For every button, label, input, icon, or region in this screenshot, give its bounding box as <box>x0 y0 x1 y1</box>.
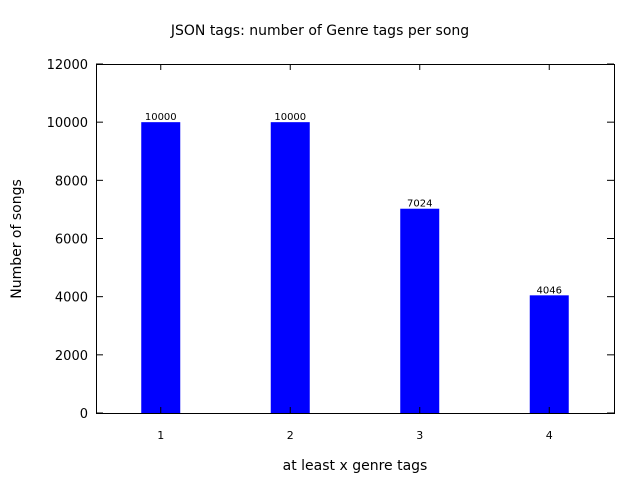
bar-3 <box>400 208 440 413</box>
x-tick-label-2: 2 <box>287 429 294 442</box>
x-axis-label: at least x genre tags <box>282 458 428 474</box>
data-label-4: 4046 <box>537 285 562 296</box>
y-tick-label-2000: 2000 <box>55 349 88 364</box>
bar-2 <box>270 122 310 414</box>
y-tick-label-6000: 6000 <box>55 233 88 248</box>
plot-frame <box>96 64 615 414</box>
data-label-2: 10000 <box>274 112 306 123</box>
x-tick-label-1: 1 <box>157 429 164 442</box>
x-tick-label-4: 4 <box>546 429 553 442</box>
y-tick-label-4000: 4000 <box>55 291 88 306</box>
chart-title: JSON tags: number of Genre tags per song <box>170 23 470 39</box>
bar-1 <box>141 122 181 414</box>
y-tick-label-12000: 12000 <box>47 58 88 73</box>
data-label-3: 7024 <box>407 199 432 210</box>
bar-4 <box>529 295 569 413</box>
x-tick-label-3: 3 <box>416 429 423 442</box>
y-tick-label-0: 0 <box>80 407 88 422</box>
data-label-1: 10000 <box>145 112 177 123</box>
y-tick-label-10000: 10000 <box>47 116 88 131</box>
y-tick-label-8000: 8000 <box>55 174 88 189</box>
